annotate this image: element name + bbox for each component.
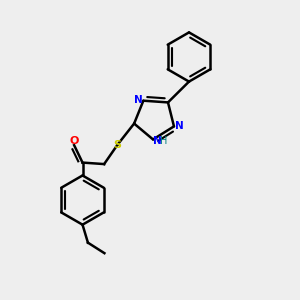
Text: H: H (160, 136, 167, 146)
Text: N: N (175, 121, 183, 131)
Text: N: N (153, 136, 162, 146)
Text: N: N (134, 95, 142, 105)
Text: S: S (114, 140, 122, 150)
Text: O: O (69, 136, 79, 146)
